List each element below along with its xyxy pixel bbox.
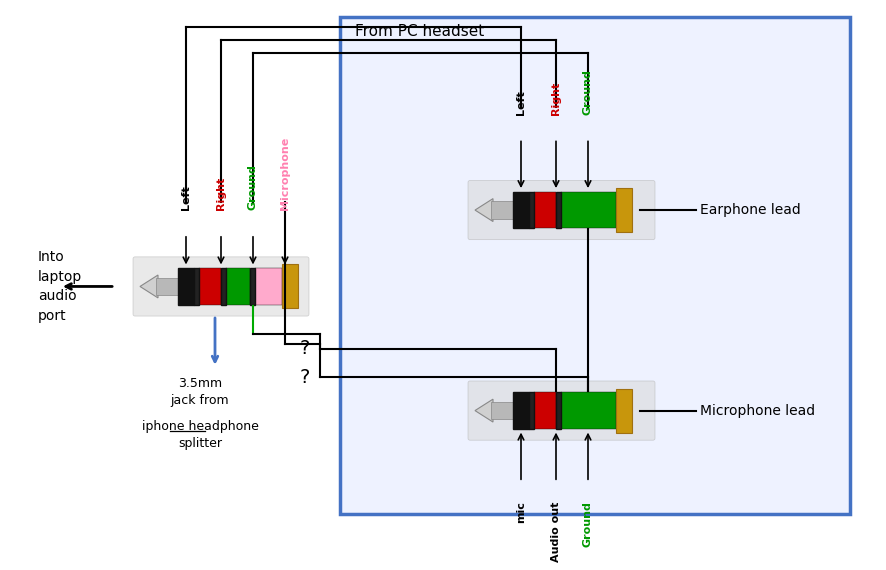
Text: iphone headphone
splitter: iphone headphone splitter xyxy=(142,420,259,450)
Bar xyxy=(194,268,199,304)
Bar xyxy=(534,393,556,429)
Polygon shape xyxy=(475,198,493,222)
Bar xyxy=(282,264,298,308)
Text: ?: ? xyxy=(299,368,310,386)
Bar xyxy=(529,393,534,429)
Text: ?: ? xyxy=(299,339,310,358)
Bar xyxy=(534,192,556,228)
Text: Ground: Ground xyxy=(583,501,593,547)
Bar xyxy=(561,192,616,228)
Bar xyxy=(616,389,632,433)
Bar xyxy=(491,402,513,419)
Bar xyxy=(226,268,250,304)
Bar xyxy=(221,268,226,304)
Bar xyxy=(156,278,178,295)
Text: Microphone lead: Microphone lead xyxy=(700,404,815,418)
Text: Audio out: Audio out xyxy=(551,501,561,561)
Text: Right: Right xyxy=(551,82,561,115)
Bar xyxy=(491,201,513,219)
Polygon shape xyxy=(475,399,493,422)
Text: Left: Left xyxy=(516,90,526,115)
Bar xyxy=(513,192,529,228)
FancyBboxPatch shape xyxy=(133,257,309,316)
Text: Ground: Ground xyxy=(583,69,593,115)
Bar xyxy=(178,268,194,304)
Bar xyxy=(529,192,534,228)
Text: Right: Right xyxy=(216,177,226,210)
Bar xyxy=(340,17,850,514)
Bar xyxy=(561,393,616,429)
FancyBboxPatch shape xyxy=(468,181,655,239)
Text: Microphone: Microphone xyxy=(280,137,290,210)
Bar xyxy=(250,268,255,304)
Text: Left: Left xyxy=(181,185,191,210)
Text: Ground: Ground xyxy=(248,164,258,210)
Bar xyxy=(199,268,221,304)
Bar xyxy=(255,268,282,304)
Bar xyxy=(556,192,561,228)
Bar xyxy=(513,393,529,429)
Text: mic: mic xyxy=(516,501,526,523)
Text: 3.5mm
jack from: 3.5mm jack from xyxy=(171,377,229,424)
Polygon shape xyxy=(140,275,158,298)
Text: Earphone lead: Earphone lead xyxy=(700,203,801,217)
FancyBboxPatch shape xyxy=(468,381,655,440)
Text: From PC headset: From PC headset xyxy=(355,24,485,39)
Bar xyxy=(616,188,632,232)
Bar xyxy=(556,393,561,429)
Text: Into
laptop
audio
port: Into laptop audio port xyxy=(38,250,82,323)
